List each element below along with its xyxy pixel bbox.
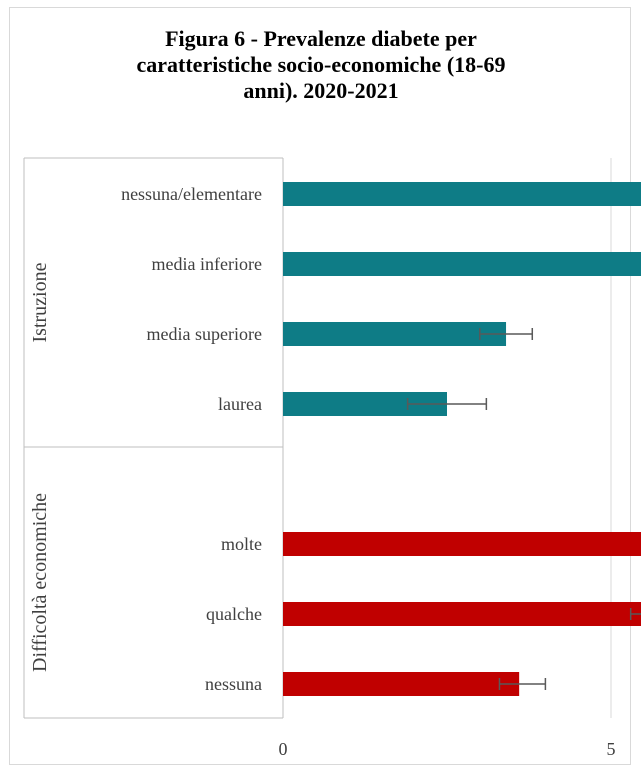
- x-tick-label: 0: [279, 739, 288, 759]
- chart-title-line-3: anni). 2020-2021: [243, 78, 399, 103]
- category-label: nessuna: [205, 674, 262, 694]
- bar: [283, 602, 641, 626]
- x-tick-label: 5: [607, 739, 616, 759]
- bar: [283, 532, 641, 556]
- category-label: qualche: [206, 604, 262, 624]
- category-label: media inferiore: [152, 254, 262, 274]
- group-label: Difficoltà economiche: [29, 493, 51, 672]
- category-label: media superiore: [147, 324, 262, 344]
- group-label: Istruzione: [29, 262, 51, 342]
- chart-frame: [9, 7, 631, 765]
- category-label: laurea: [218, 394, 262, 414]
- chart-title-line-2: caratteristiche socio-economiche (18-69: [136, 52, 506, 77]
- bar: [283, 182, 641, 206]
- category-label: molte: [221, 534, 262, 554]
- bar: [283, 252, 641, 276]
- bar: [283, 672, 520, 696]
- category-label: nessuna/elementare: [121, 184, 262, 204]
- bar: [283, 322, 507, 346]
- chart-title: Figura 6 - Prevalenze diabete per caratt…: [24, 26, 618, 104]
- chart-title-line-1: Figura 6 - Prevalenze diabete per: [165, 26, 477, 51]
